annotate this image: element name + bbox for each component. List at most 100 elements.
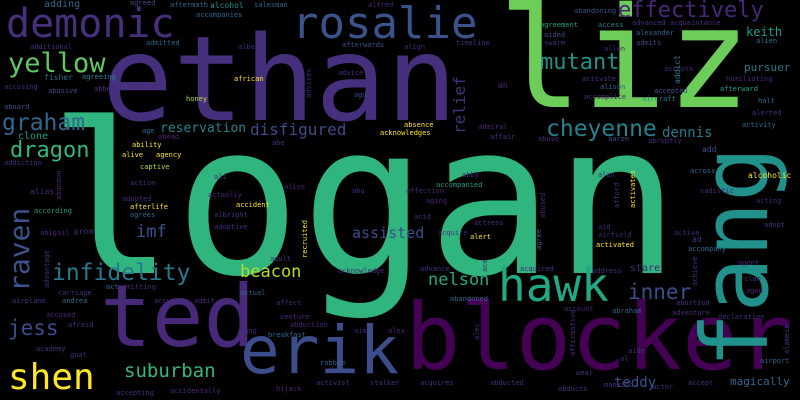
word-logan: logan [48, 78, 681, 323]
word-agreeing: agreeing [82, 73, 116, 81]
word-activity: activity [742, 121, 776, 129]
word-admit: admit [194, 297, 216, 305]
word-alex: alex [388, 327, 405, 335]
word-additional: additional [30, 43, 73, 51]
word-pursuer: pursuer [744, 61, 791, 74]
word-adopted: adopted [122, 195, 152, 203]
word-shen: shen [8, 357, 95, 398]
word-activist: activist [316, 379, 350, 387]
word-prom: prom [74, 227, 94, 236]
word-acquire: acquire [438, 229, 468, 237]
word-aging: aging [426, 197, 448, 205]
word-address: address [592, 267, 622, 275]
word-aircraft: aircraft [642, 95, 676, 103]
word-breakfast: breakfast [268, 331, 306, 339]
word-imf: imf [136, 222, 167, 242]
word-captive: captive [140, 163, 170, 171]
word-alexander: alexander [636, 29, 674, 37]
word-alarm: alarm [116, 297, 138, 305]
word-aaron: aaron [608, 135, 630, 143]
word-accident: accident [236, 201, 270, 209]
word-afford: afford [613, 182, 621, 208]
word-abbey: abbey [94, 85, 116, 93]
word-inner: inner [628, 280, 692, 304]
word-aboard: aboard [4, 103, 30, 111]
word-action: action [130, 179, 156, 187]
word-abraham: abraham [612, 307, 642, 315]
word-liz: liz [498, 0, 751, 141]
word-advises: advises [305, 68, 313, 98]
word-alerted: alerted [752, 109, 782, 117]
word-addiction: addiction [4, 159, 42, 167]
word-actor: actor [652, 383, 674, 391]
word-airport: airport [760, 357, 790, 365]
word-erik: erik [240, 312, 399, 389]
word-advance: advance [420, 265, 450, 273]
word-disfigured: disfigured [250, 120, 347, 139]
word-ah: ah [498, 81, 508, 90]
word-stare: stare [630, 263, 661, 274]
word-cheyenne: cheyenne [546, 116, 657, 142]
word-keith: keith [746, 25, 783, 39]
word-afterwards: afterwards [342, 41, 385, 49]
word-albright: albright [214, 211, 248, 219]
word-dragon: dragon [10, 138, 90, 163]
word-airplane: airplane [12, 297, 46, 305]
word-adding: adding [44, 0, 81, 10]
word-according: according [34, 207, 72, 215]
word-addict: addict [673, 55, 682, 84]
word-alcoholic: alcoholic [748, 171, 792, 180]
word-alfred: alfred [368, 1, 394, 9]
word-access: access [598, 21, 624, 29]
word-demonic: demonic [6, 1, 175, 47]
word-carriage: carriage [58, 289, 92, 297]
word-magically: magically [730, 375, 790, 388]
word-timeline: timeline [456, 39, 490, 47]
word-accept: accept [688, 379, 714, 387]
word-abandoned: abandoned [450, 295, 488, 303]
word-blocker: blocker [405, 284, 793, 391]
word-active: active [674, 229, 700, 237]
word-abe: abe [272, 139, 285, 147]
word-alice: alice [284, 183, 306, 191]
word-accepts: accepts [664, 65, 694, 73]
word-mankind: mankind [604, 381, 634, 389]
word-accused: accused [46, 311, 76, 319]
word-agree: agree [535, 228, 543, 250]
word-agency: agency [156, 151, 182, 159]
word-adventure: adventure [672, 309, 710, 317]
word-ali: ali [214, 173, 227, 181]
word-abby: abby [462, 171, 479, 179]
word-ad: ad [692, 235, 702, 244]
word-hawk: hawk [498, 258, 609, 312]
word-account: account [564, 305, 594, 313]
word-accuses: accuses [154, 297, 184, 305]
word-afterlife: afterlife [130, 203, 168, 211]
word-raven: raven [3, 207, 36, 292]
word-abused: abused [539, 192, 547, 218]
word-aftermath: aftermath [170, 1, 208, 9]
word-clone: clone [18, 131, 49, 142]
word-accepting: accepting [116, 389, 154, 397]
word-abusive: abusive [48, 87, 78, 95]
word-alison: alison [600, 83, 626, 91]
word-advantage: advantage [43, 250, 51, 288]
word-affection: affection [406, 187, 444, 195]
word-absence: absence [404, 121, 434, 129]
word-ted: ted [100, 267, 256, 367]
word-alec: alec [473, 323, 481, 340]
word-abduction: abduction [290, 321, 328, 329]
word-abortion: abortion [676, 299, 710, 307]
word-aged: aged [746, 287, 763, 295]
word-ago: ago [354, 91, 367, 99]
word-admitting: admitting [118, 283, 156, 291]
word-academy: academy [36, 345, 66, 353]
word-aide: aide [628, 347, 645, 355]
word-african: african [234, 75, 264, 83]
word-activates: activates [629, 170, 637, 208]
word-yellow: yellow [8, 48, 106, 79]
word-aid: aid [598, 223, 611, 231]
word-abducts: abducts [558, 385, 588, 393]
word-recruited: recruited [301, 220, 309, 258]
